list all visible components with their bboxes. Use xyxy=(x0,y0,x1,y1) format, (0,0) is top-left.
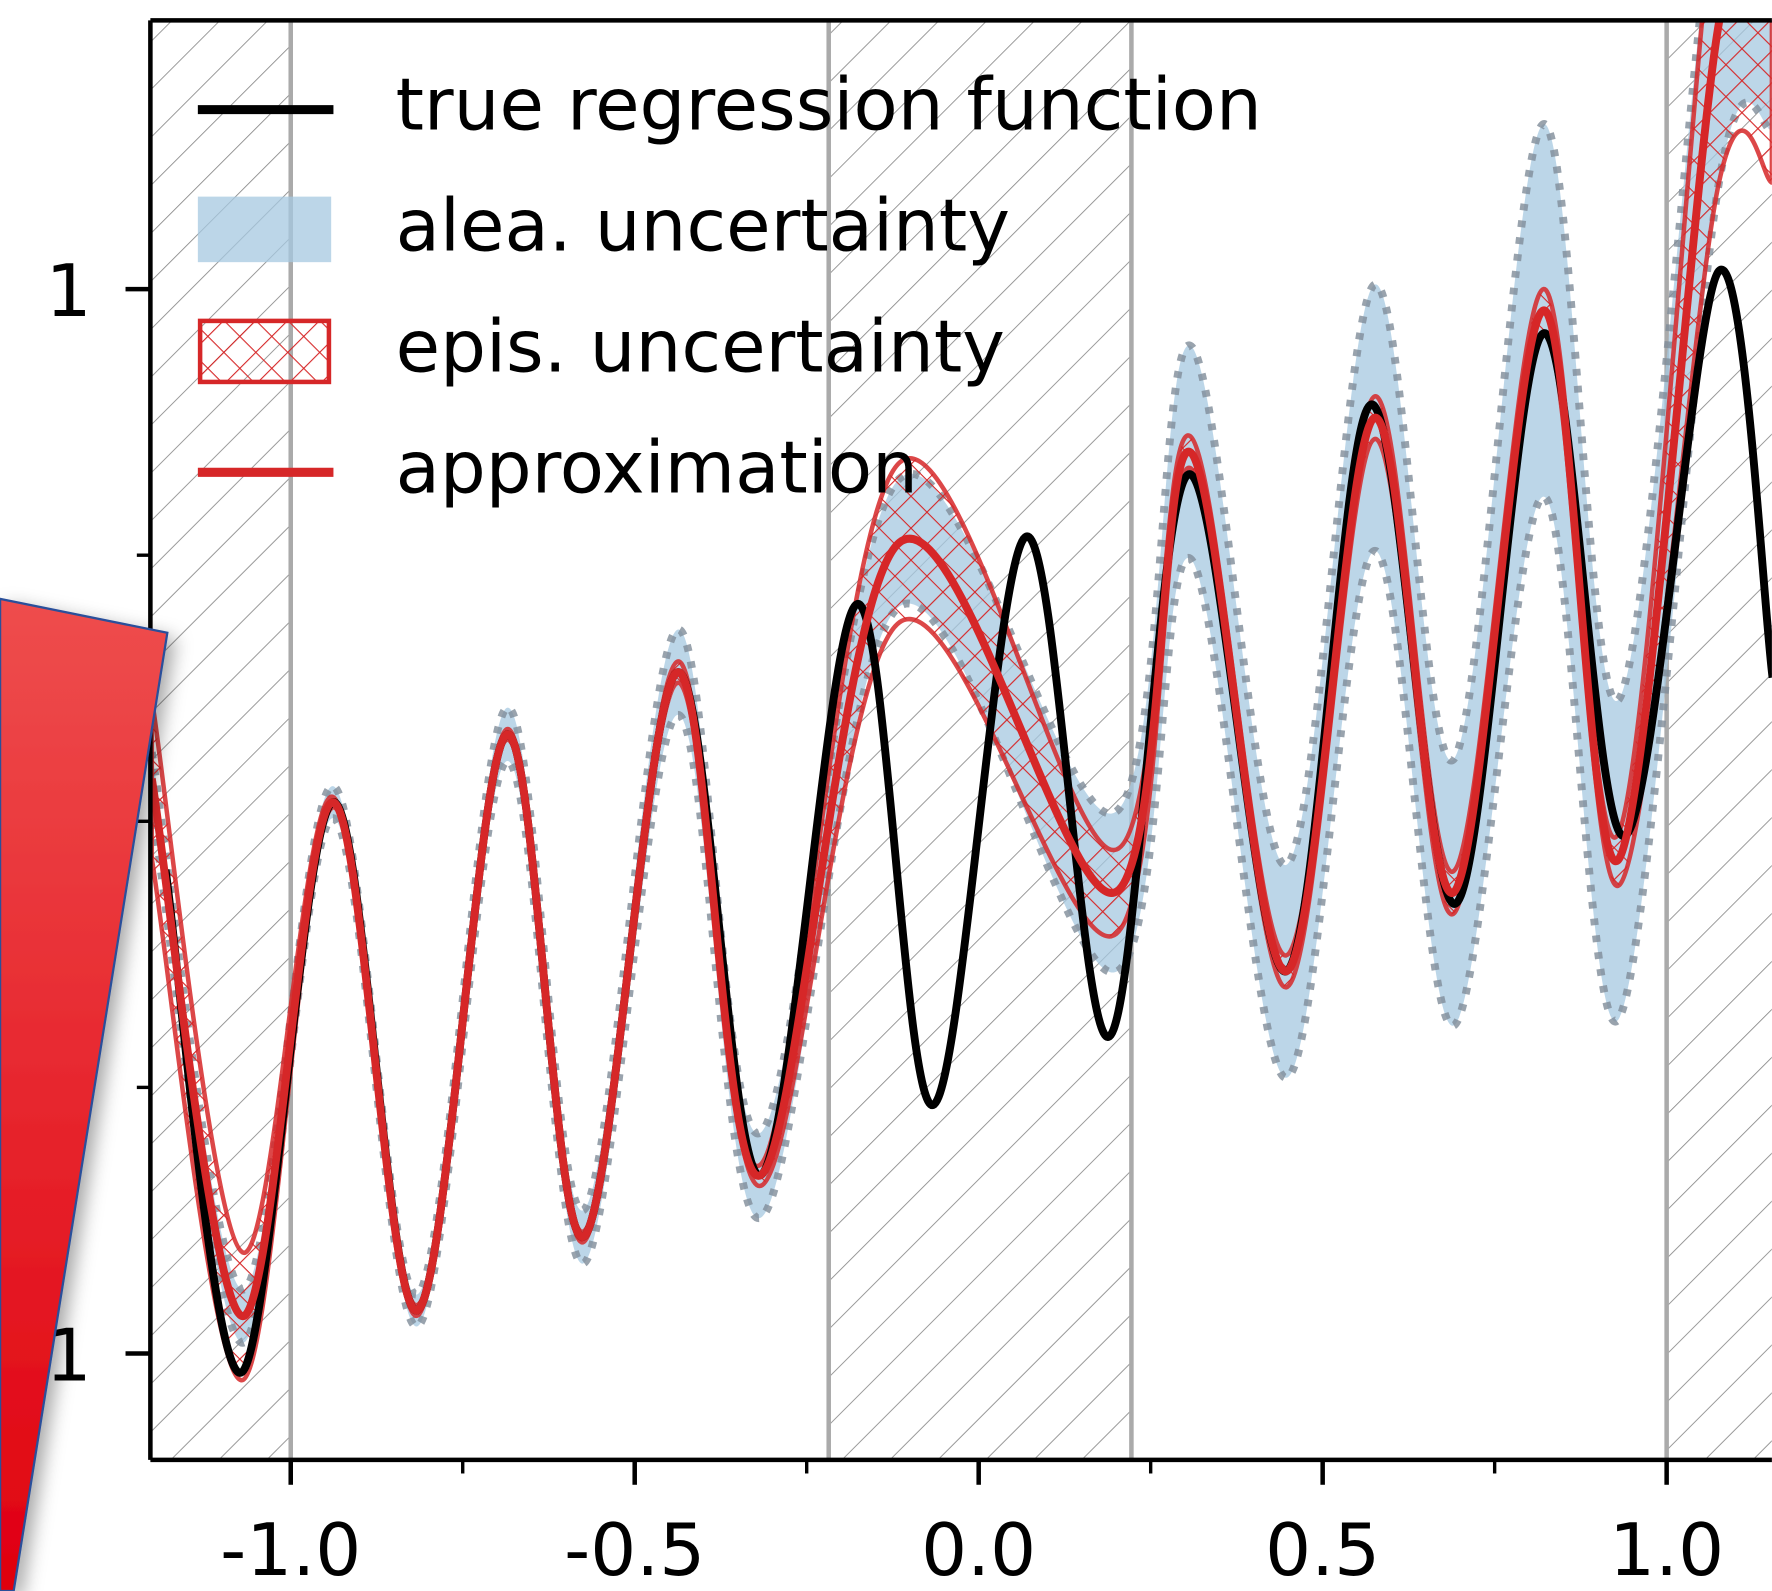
legend: true regression function alea. uncertaint… xyxy=(197,64,1262,510)
x-tick-label: 0.5 xyxy=(1265,1509,1380,1591)
x-tick-label: -0.5 xyxy=(564,1509,705,1591)
legend-label: epis. uncertainty xyxy=(396,305,1005,389)
line xyxy=(150,20,1724,1321)
x-tick-label: 0.0 xyxy=(921,1509,1036,1591)
legend-label: approximation xyxy=(396,426,918,510)
axes: -1.0 -0.5 0.0 0.5 1.0-11 xyxy=(20,18,1772,1591)
plot-area xyxy=(150,20,1772,1460)
alea-band xyxy=(151,20,1772,1343)
legend-patch xyxy=(197,318,332,385)
legend-label: true regression function xyxy=(396,64,1262,148)
legend-patch xyxy=(197,196,332,263)
ood-region xyxy=(828,20,1132,1460)
overlay-panel xyxy=(0,597,169,1591)
x-tick-label: 1.0 xyxy=(1609,1509,1724,1591)
y-tick-label: 1 xyxy=(46,250,92,334)
legend-label: alea. uncertainty xyxy=(396,185,1010,269)
x-tick-label: -1.0 xyxy=(220,1509,361,1591)
